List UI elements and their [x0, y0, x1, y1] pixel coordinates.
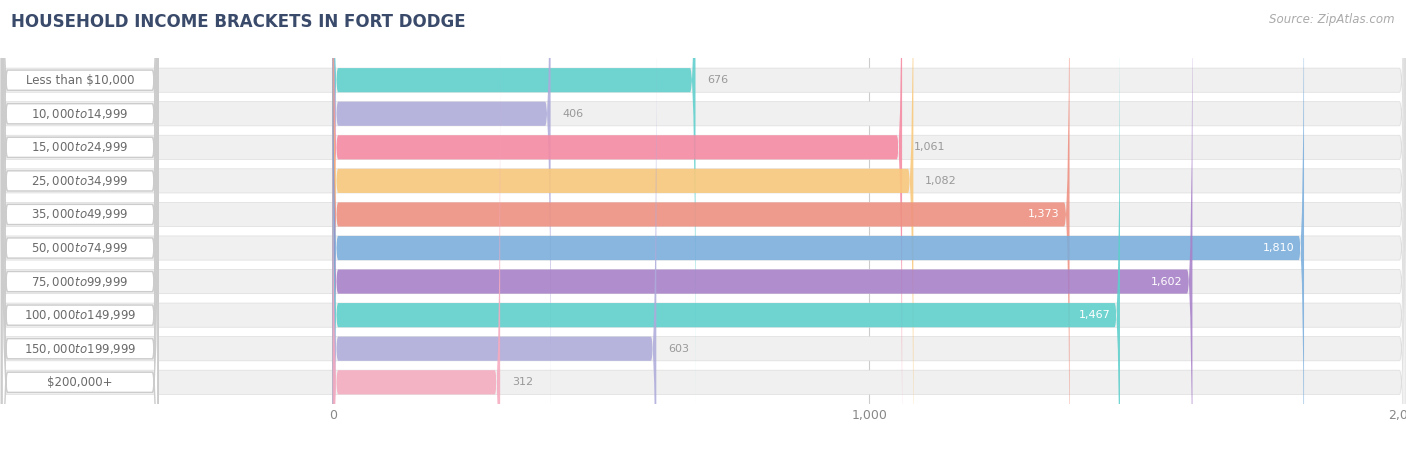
FancyBboxPatch shape [333, 0, 914, 449]
FancyBboxPatch shape [3, 0, 157, 439]
Text: $75,000 to $99,999: $75,000 to $99,999 [31, 275, 129, 289]
Text: 1,602: 1,602 [1152, 277, 1182, 286]
Text: 676: 676 [707, 75, 728, 85]
Text: 406: 406 [562, 109, 583, 119]
FancyBboxPatch shape [3, 23, 157, 449]
FancyBboxPatch shape [3, 0, 157, 449]
Text: 1,061: 1,061 [914, 142, 945, 152]
FancyBboxPatch shape [333, 0, 696, 404]
Text: 1,467: 1,467 [1078, 310, 1111, 320]
FancyBboxPatch shape [333, 25, 657, 449]
Text: $150,000 to $199,999: $150,000 to $199,999 [24, 342, 136, 356]
Text: $10,000 to $14,999: $10,000 to $14,999 [31, 107, 129, 121]
FancyBboxPatch shape [3, 57, 157, 449]
FancyBboxPatch shape [333, 59, 501, 449]
Text: $35,000 to $49,999: $35,000 to $49,999 [31, 207, 129, 221]
FancyBboxPatch shape [333, 0, 1121, 449]
Text: Source: ZipAtlas.com: Source: ZipAtlas.com [1270, 13, 1395, 26]
FancyBboxPatch shape [3, 0, 157, 449]
FancyBboxPatch shape [333, 0, 1070, 449]
FancyBboxPatch shape [3, 0, 157, 406]
Text: $200,000+: $200,000+ [48, 376, 112, 389]
Text: $15,000 to $24,999: $15,000 to $24,999 [31, 141, 129, 154]
Text: 312: 312 [512, 377, 533, 387]
Text: $100,000 to $149,999: $100,000 to $149,999 [24, 308, 136, 322]
FancyBboxPatch shape [3, 0, 157, 449]
Text: $25,000 to $34,999: $25,000 to $34,999 [31, 174, 129, 188]
FancyBboxPatch shape [333, 0, 1303, 449]
FancyBboxPatch shape [3, 0, 157, 449]
FancyBboxPatch shape [3, 0, 157, 449]
Text: $50,000 to $74,999: $50,000 to $74,999 [31, 241, 129, 255]
Text: 1,810: 1,810 [1263, 243, 1295, 253]
FancyBboxPatch shape [333, 0, 551, 437]
FancyBboxPatch shape [3, 0, 157, 449]
FancyBboxPatch shape [333, 0, 903, 449]
Text: Less than $10,000: Less than $10,000 [25, 74, 134, 87]
FancyBboxPatch shape [333, 0, 1192, 449]
Text: 603: 603 [668, 344, 689, 354]
Text: 1,373: 1,373 [1028, 209, 1060, 220]
Text: HOUSEHOLD INCOME BRACKETS IN FORT DODGE: HOUSEHOLD INCOME BRACKETS IN FORT DODGE [11, 13, 465, 31]
Text: 1,082: 1,082 [925, 176, 957, 186]
